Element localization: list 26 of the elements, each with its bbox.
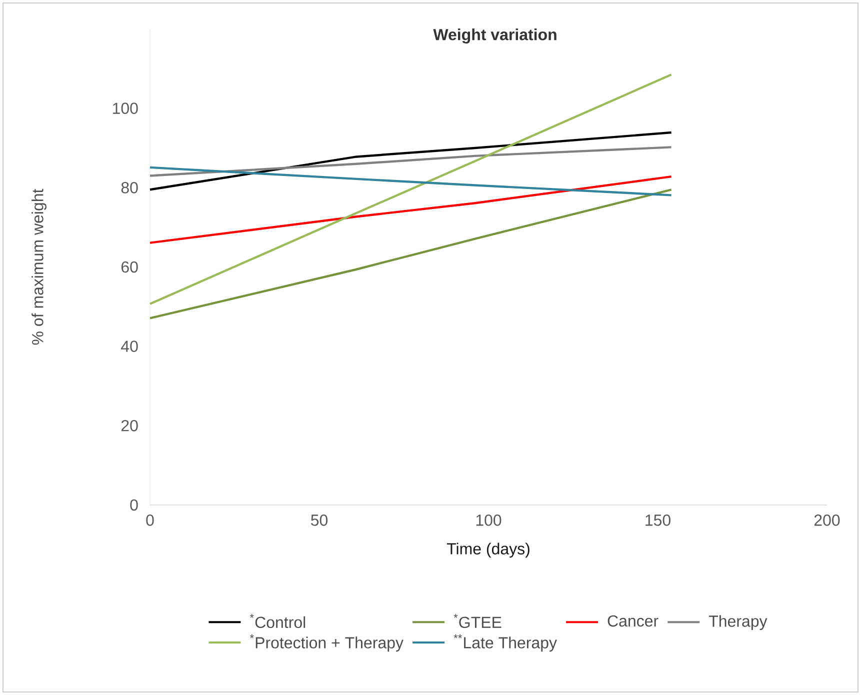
line-series bbox=[148, 175, 672, 244]
x-tick-label: 50 bbox=[311, 514, 328, 526]
line-series bbox=[148, 131, 672, 191]
x-tick-label: 0 bbox=[146, 514, 154, 526]
y-tick-label: 20 bbox=[121, 420, 138, 432]
line-series bbox=[148, 146, 672, 177]
y-tick-label: 0 bbox=[130, 499, 138, 511]
y-axis-title: % of maximum weight bbox=[32, 188, 46, 345]
x-tick-label: 100 bbox=[476, 514, 502, 526]
x-tick-label: 150 bbox=[646, 514, 670, 526]
y-tick-label: 60 bbox=[121, 261, 138, 273]
legend-label: $^{*}$GTEE bbox=[454, 614, 502, 628]
x-tick-label: 200 bbox=[814, 514, 840, 526]
legend-label: $^{**}$Late Therapy bbox=[454, 634, 557, 652]
legend-label: $^{*}$Control bbox=[250, 614, 306, 628]
legend-label: Therapy bbox=[708, 615, 768, 630]
line-series bbox=[148, 166, 672, 196]
x-axis-title: Time (days) bbox=[446, 542, 530, 558]
y-tick-label: 100 bbox=[113, 102, 138, 114]
line-series bbox=[148, 188, 672, 320]
y-tick-label: 80 bbox=[121, 182, 138, 194]
line-series bbox=[148, 74, 672, 305]
y-tick-label: 40 bbox=[121, 340, 138, 352]
chart-title: Weight variation bbox=[433, 28, 556, 44]
legend-label: $^{*}$Protection + Therapy bbox=[250, 634, 404, 652]
legend-label: Cancer bbox=[608, 615, 658, 627]
